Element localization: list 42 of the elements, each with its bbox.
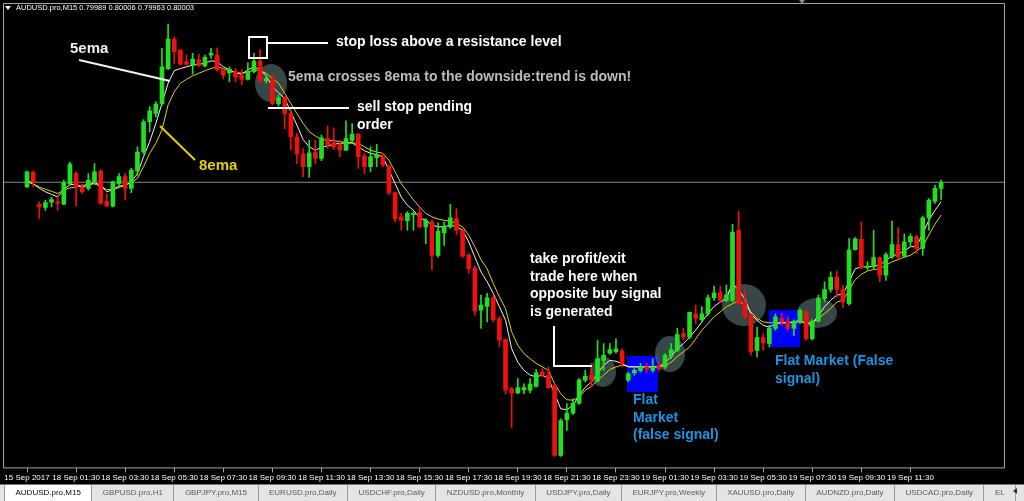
x-tick-label: 18 Sep 21:30 xyxy=(543,473,592,483)
x-tick-label: 18 Sep 09:30 xyxy=(248,473,297,483)
x-tick-label: 18 Sep 01:30 xyxy=(52,473,101,483)
text: 8ema xyxy=(199,156,238,174)
candlestick xyxy=(36,201,42,219)
x-tick-label: 19 Sep 01:30 xyxy=(641,473,690,483)
text: 5ema xyxy=(70,39,109,57)
x-tick-label: 18 Sep 23:30 xyxy=(592,473,641,483)
x-tick-label: 18 Sep 19:30 xyxy=(494,473,543,483)
text: EL xyxy=(984,485,1017,501)
x-tick-label: 18 Sep 03:30 xyxy=(101,473,150,483)
annotation: sell stop pending order xyxy=(357,98,473,133)
text: USDJPY.pro,Daily xyxy=(535,485,622,501)
text: EURUSD.pro,Daily xyxy=(258,485,349,501)
text: EURJPY.pro,Weekly xyxy=(622,485,717,501)
text: GBPJPY.pro,M15 xyxy=(174,485,259,501)
x-tick-label: 19 Sep 05:30 xyxy=(739,473,788,483)
x-tick-label: 18 Sep 07:30 xyxy=(199,473,248,483)
x-tick-label: 15 Sep 2017 xyxy=(4,473,51,483)
text: USDCAD.pro,Daily xyxy=(894,485,985,501)
text: AUDUSD.pro,M15 xyxy=(4,485,93,501)
text: XAUUSD.pro,Daily xyxy=(716,485,806,501)
x-tick-label: 18 Sep 05:30 xyxy=(150,473,199,483)
x-tick-label: 19 Sep 11:30 xyxy=(886,473,935,483)
annotation: 5ema crosses 8ema to the downside:trend is down! xyxy=(288,68,632,86)
annotation: stop loss above a resistance level xyxy=(336,33,562,51)
x-tick-label: 18 Sep 13:30 xyxy=(346,473,395,483)
x-tick-label: 18 Sep 17:30 xyxy=(444,473,494,483)
text: NZDUSD.pro,Monthly xyxy=(436,485,536,501)
candlestick xyxy=(55,194,61,211)
annotation: Flat Market (false signal) xyxy=(633,391,719,444)
candlestick xyxy=(398,213,404,231)
x-tick-label: 19 Sep 09:30 xyxy=(837,473,886,483)
text: GBPUSD.pro,H1 xyxy=(92,485,175,501)
text: USDCHF.pro,Daily xyxy=(348,485,437,501)
x-tick-label: 19 Sep 03:30 xyxy=(690,473,739,483)
annotation: Flat Market (False signal) xyxy=(775,352,894,387)
annotation: take profit/exit trade here when opposite buy signal is generated xyxy=(530,250,662,320)
x-tick-label: 18 Sep 11:30 xyxy=(297,473,346,483)
x-tick-label: 18 Sep 15:30 xyxy=(395,473,444,483)
x-tick-label: 19 Sep 07:30 xyxy=(788,473,837,483)
text: AUDNZD.pro,Daily xyxy=(805,485,895,501)
